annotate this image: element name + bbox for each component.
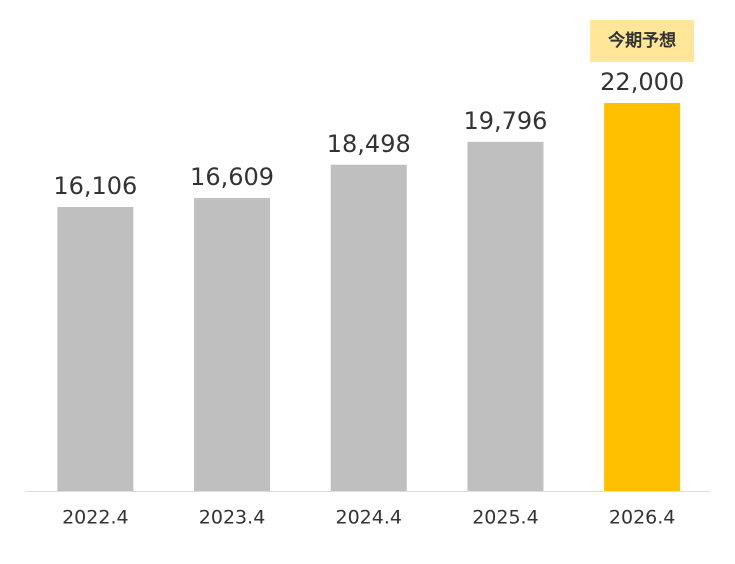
value-label: 16,609 <box>190 163 274 191</box>
x-tick-label: 2023.4 <box>199 507 265 529</box>
x-tick-label: 2024.4 <box>336 507 402 529</box>
value-label: 19,796 <box>463 107 547 135</box>
annotation-box <box>590 20 695 62</box>
bar <box>330 164 407 491</box>
x-tick-label: 2025.4 <box>472 507 538 529</box>
bar <box>604 103 681 491</box>
bar <box>467 141 544 491</box>
x-tick-label: 2022.4 <box>62 507 128 529</box>
value-label: 16,106 <box>53 172 137 200</box>
bar <box>57 206 134 491</box>
annotation: 今期予想 <box>608 30 676 51</box>
x-tick-label: 2026.4 <box>609 507 675 529</box>
value-label: 22,000 <box>600 68 684 96</box>
bar <box>194 198 271 491</box>
value-label: 18,498 <box>327 130 411 158</box>
